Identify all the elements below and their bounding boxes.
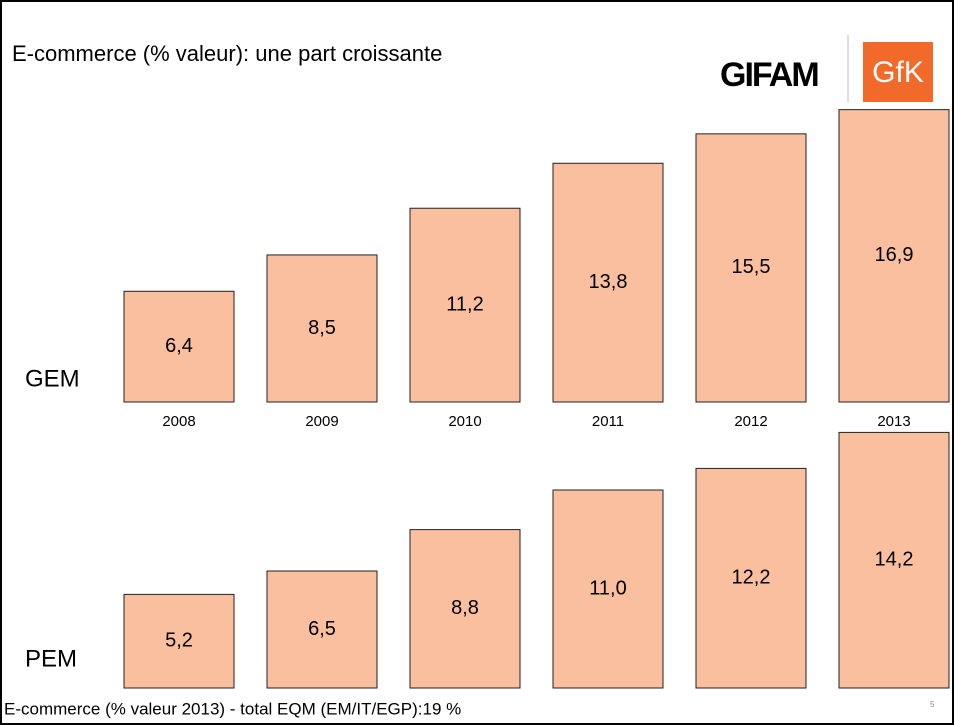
bar [838, 431, 950, 689]
value-label: 16,9 [875, 244, 914, 266]
bar [695, 133, 807, 403]
value-label: 13,8 [589, 271, 628, 293]
x-tick-label: 2008 [162, 413, 195, 430]
bar [266, 570, 378, 689]
value-label: 11,2 [446, 293, 483, 315]
value-label: 14,2 [875, 548, 914, 570]
footer-note: E-commerce (% valeur 2013) - total EQM (… [4, 699, 461, 718]
value-label: 12,2 [732, 566, 771, 588]
x-tick-label: 2011 [592, 413, 624, 430]
x-tick-label: 2013 [877, 413, 910, 430]
bar [123, 593, 235, 689]
bar [266, 254, 378, 403]
logo-gfk: GfK [872, 56, 924, 89]
series-name: GEM [25, 365, 80, 392]
value-label: 11,0 [589, 577, 626, 599]
bar [409, 529, 521, 689]
value-label: 8,5 [308, 317, 336, 339]
slide-title: E-commerce (% valeur): une part croissan… [12, 41, 442, 66]
value-label: 8,8 [451, 597, 479, 619]
value-label: 6,5 [308, 618, 336, 640]
value-label: 6,4 [165, 335, 193, 357]
bar [123, 290, 235, 403]
bar [552, 489, 664, 689]
logo-gfk-box [863, 42, 933, 102]
bar [695, 467, 807, 689]
bar [838, 109, 950, 403]
bar [409, 207, 521, 403]
x-tick-label: 2012 [734, 413, 767, 430]
x-tick-label: 2010 [448, 413, 481, 430]
x-tick-label: 2009 [305, 413, 338, 430]
page-number: 5 [930, 700, 935, 709]
series-name: PEM [25, 645, 77, 672]
value-label: 5,2 [165, 629, 193, 651]
value-label: 15,5 [732, 256, 771, 278]
logo-gifam: GIFAM [720, 56, 818, 94]
bar [552, 162, 664, 403]
